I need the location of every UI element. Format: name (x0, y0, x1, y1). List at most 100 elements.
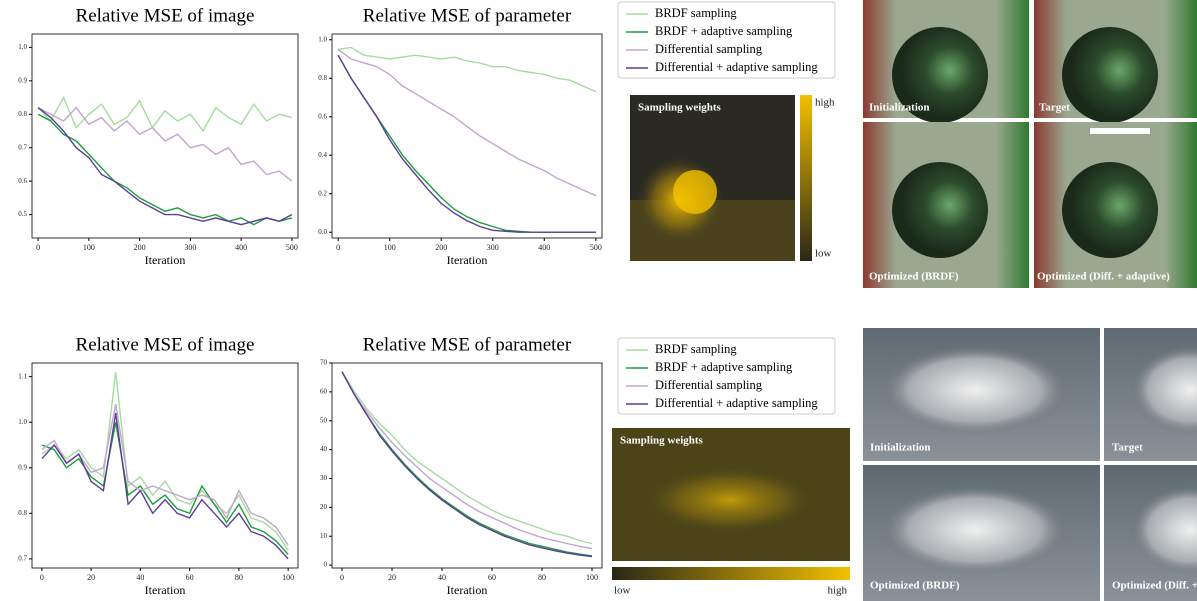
chart-title: Relative MSE of image (76, 5, 255, 26)
render-label: Optimized (Diff. + adaptive) (1037, 271, 1170, 283)
x-axis-label: Iteration (145, 253, 186, 267)
colorbar (800, 95, 812, 261)
chart-title: Relative MSE of parameter (363, 5, 572, 26)
y-tick-label: 30 (320, 474, 328, 482)
render-sphere (892, 162, 988, 258)
weights-title: Sampling weights (638, 102, 722, 114)
series-line (338, 48, 596, 92)
plot-frame (332, 34, 602, 238)
x-tick-label: 60 (186, 573, 194, 582)
series-line (338, 49, 596, 195)
series-line (38, 108, 292, 182)
x-axis-label: Iteration (447, 583, 488, 597)
y-tick-label: 60 (320, 387, 328, 395)
render-label: Optimized (BRDF) (869, 271, 959, 283)
figure: Sampling weights high low Sampling weigh… (0, 0, 1197, 601)
y-tick-label: 0.6 (18, 177, 27, 185)
y-tick-label: 0.0 (318, 228, 327, 236)
colorbar (612, 567, 850, 580)
renders-top: Initialization Target Optimized (BRDF) O… (863, 0, 1197, 288)
series-line (342, 372, 592, 549)
x-tick-label: 80 (538, 573, 546, 582)
y-tick-label: 50 (320, 416, 328, 424)
render-label: Optimized (BRDF) (870, 580, 960, 592)
y-tick-label: 10 (320, 532, 328, 540)
y-tick-label: 0.6 (318, 112, 327, 120)
weights-panel: Sampling weights high low (630, 95, 835, 261)
legend-label: Differential sampling (655, 42, 763, 56)
y-tick-label: 0.4 (318, 151, 327, 159)
x-tick-label: 20 (388, 573, 396, 582)
x-tick-label: 60 (488, 573, 496, 582)
series-line (42, 372, 288, 550)
colorbar-low: low (614, 585, 631, 597)
series-line (42, 422, 288, 554)
x-tick-label: 0 (36, 243, 40, 252)
chart-title: Relative MSE of image (76, 334, 255, 355)
x-tick-label: 80 (235, 573, 243, 582)
colorbar-low: low (815, 248, 832, 260)
x-tick-label: 300 (487, 243, 499, 252)
y-tick-label: 0.9 (18, 463, 27, 471)
render-sphere (1062, 162, 1158, 258)
render-label: Target (1039, 102, 1070, 114)
y-tick-label: 0.2 (318, 189, 327, 197)
legend-label: BRDF sampling (655, 342, 737, 356)
y-tick-label: 0.7 (18, 143, 27, 151)
render-label: Optimized (Diff. + adaptive) (1112, 580, 1197, 592)
legend-label: Differential + adaptive sampling (655, 60, 818, 74)
series-line (338, 55, 596, 232)
y-tick-label: 0 (324, 561, 328, 569)
render-label: Target (1112, 442, 1143, 454)
y-tick-label: 1.0 (18, 418, 27, 426)
colorbar-high: high (827, 585, 847, 597)
series-line (342, 372, 592, 556)
render-dragon (880, 485, 1070, 575)
series-line (42, 413, 288, 559)
render-dragon (880, 345, 1070, 435)
x-tick-label: 100 (282, 573, 294, 582)
legend-label: Differential sampling (655, 378, 763, 392)
x-tick-label: 20 (87, 573, 95, 582)
legend-label: BRDF + adaptive sampling (655, 24, 793, 38)
y-tick-label: 0.8 (318, 74, 327, 82)
chart-title: Relative MSE of parameter (363, 334, 572, 355)
y-tick-label: 0.5 (18, 210, 27, 218)
x-tick-label: 400 (235, 243, 247, 252)
x-tick-label: 300 (184, 243, 196, 252)
weights-title: Sampling weights (620, 435, 704, 447)
x-tick-label: 500 (590, 243, 602, 252)
x-tick-label: 100 (586, 573, 598, 582)
render-sphere (1062, 27, 1158, 123)
x-tick-label: 400 (538, 243, 550, 252)
x-tick-label: 200 (435, 243, 447, 252)
y-tick-label: 0.8 (18, 110, 27, 118)
y-tick-label: 1.1 (18, 372, 27, 380)
y-tick-label: 1.0 (318, 35, 327, 43)
x-tick-label: 500 (286, 243, 298, 252)
series-line (38, 98, 292, 132)
y-tick-label: 0.7 (18, 554, 27, 562)
legend-label: BRDF + adaptive sampling (655, 360, 793, 374)
render-label: Initialization (870, 442, 931, 454)
plot-frame (32, 34, 298, 238)
render-label: Initialization (869, 102, 930, 114)
weights-dragon (640, 465, 820, 535)
y-tick-label: 20 (320, 503, 328, 511)
x-axis-label: Iteration (447, 253, 488, 267)
series-line (338, 55, 596, 232)
x-tick-label: 100 (384, 243, 396, 252)
plot-frame (32, 363, 298, 568)
x-tick-label: 100 (83, 243, 95, 252)
y-tick-label: 1.0 (18, 43, 27, 51)
render-label-clip: Optimized (Diff. + adaptive) (1112, 580, 1197, 592)
y-tick-label: 0.9 (18, 76, 27, 84)
x-tick-label: 0 (336, 243, 340, 252)
x-tick-label: 200 (134, 243, 146, 252)
series-line (38, 108, 292, 225)
plot-frame (332, 363, 602, 568)
x-tick-label: 40 (136, 573, 144, 582)
weights-panel: Sampling weights low high (612, 428, 850, 597)
legend-label: Differential + adaptive sampling (655, 396, 818, 410)
series-line (38, 114, 292, 224)
